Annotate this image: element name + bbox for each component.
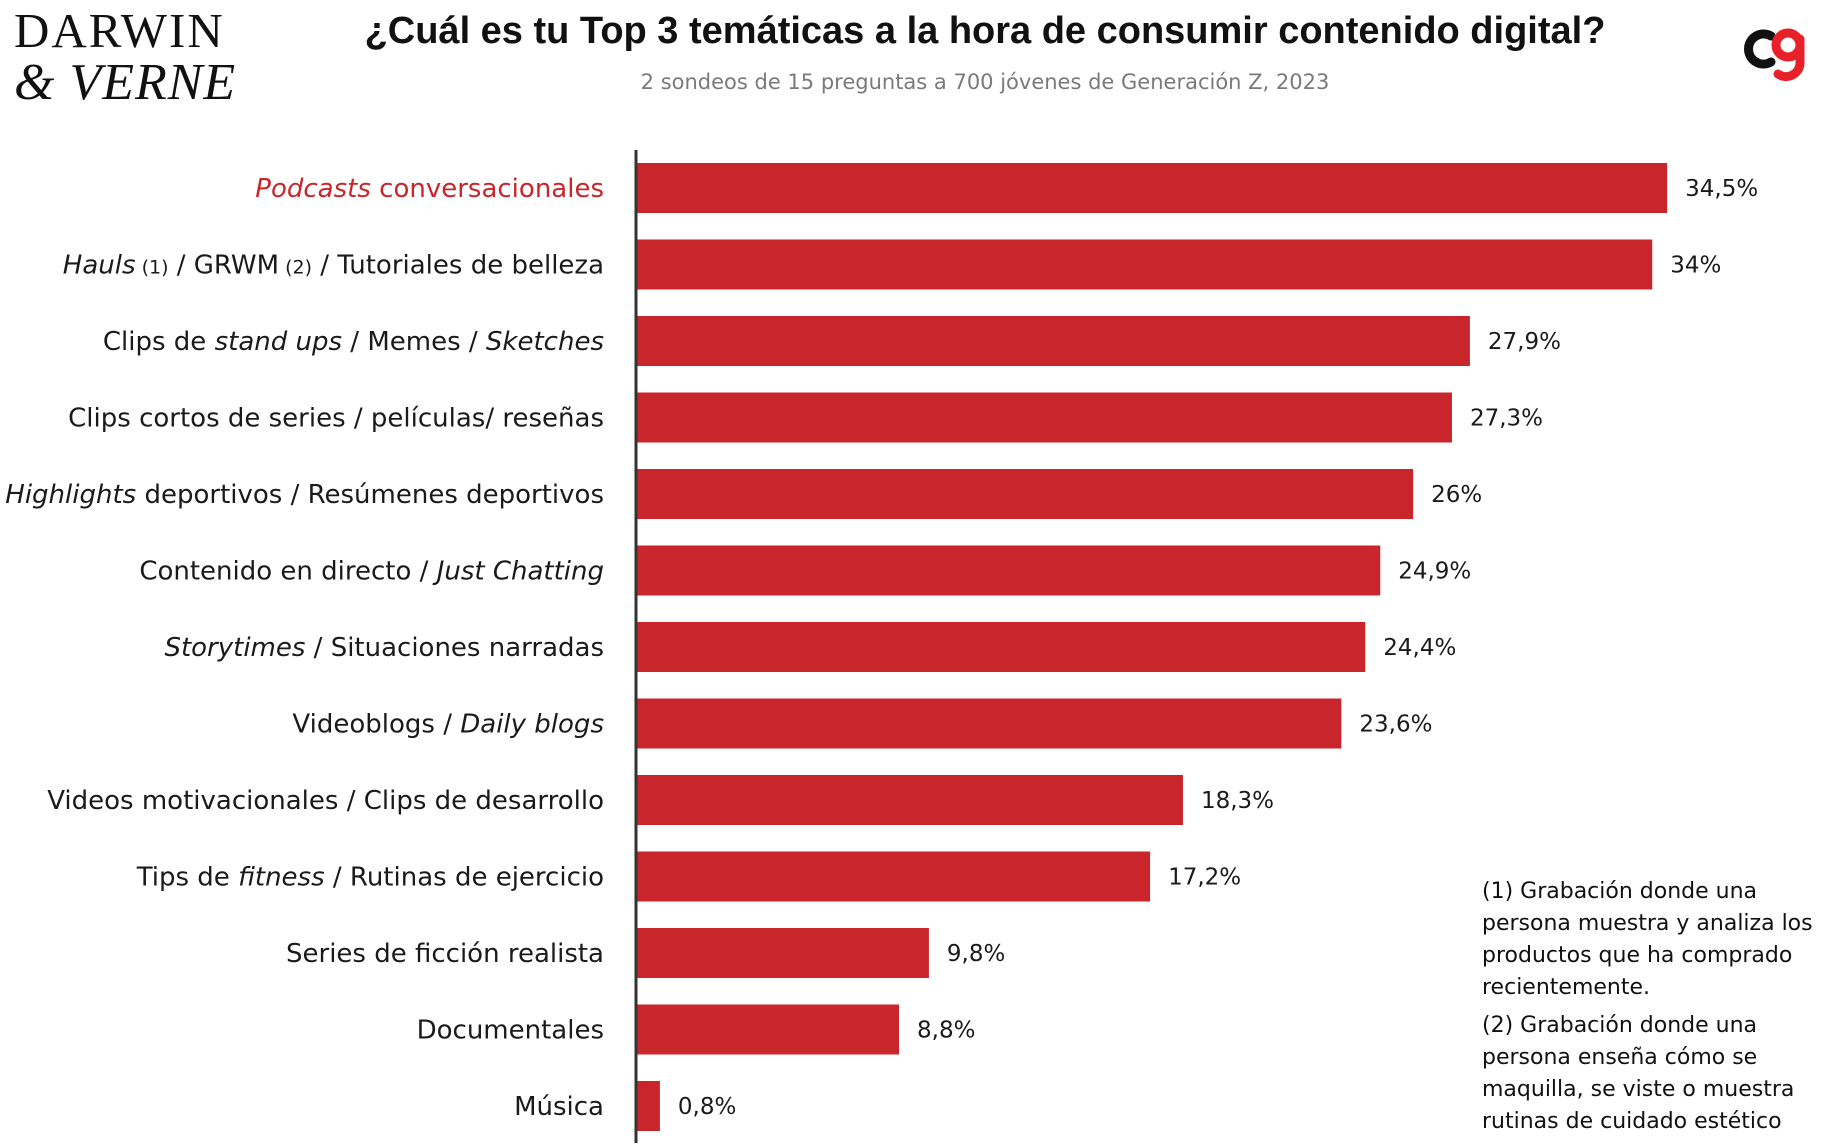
category-label: Series de ficción realista xyxy=(286,939,604,969)
category-label: Contenido en directo / Just Chatting xyxy=(139,557,604,587)
brand-line-2: & VERNE xyxy=(14,54,237,111)
bar xyxy=(636,469,1414,519)
value-label: 27,3% xyxy=(1470,406,1543,432)
category-label: Podcasts conversacionales xyxy=(255,174,604,204)
chart-title: ¿Cuál es tu Top 3 temáticas a la hora de… xyxy=(364,10,1606,52)
value-label: 9,8% xyxy=(947,941,1005,967)
value-label: 27,9% xyxy=(1488,329,1561,355)
value-label: 23,6% xyxy=(1359,712,1432,738)
category-label: Clips cortos de series / películas/ rese… xyxy=(68,404,604,434)
value-label: 24,4% xyxy=(1383,635,1456,661)
value-label: 0,8% xyxy=(678,1094,736,1120)
bar xyxy=(636,698,1342,749)
bar xyxy=(636,622,1366,672)
chart-subtitle: 2 sondeos de 15 preguntas a 700 jóvenes … xyxy=(640,70,1330,94)
category-label: Música xyxy=(514,1092,604,1122)
value-label: 34,5% xyxy=(1685,176,1758,202)
bar xyxy=(636,545,1381,596)
value-label: 17,2% xyxy=(1168,865,1241,891)
category-label: Videos motivacionales / Clips de desarro… xyxy=(47,786,604,816)
darwin-verne-logo: DARWIN & VERNE xyxy=(14,6,254,109)
bar xyxy=(636,239,1653,290)
bar xyxy=(636,316,1470,366)
value-label: 34% xyxy=(1670,253,1721,279)
category-label: Videoblogs / Daily blogs xyxy=(292,710,604,740)
category-label: Hauls (1) / GRWM (2) / Tutoriales de bel… xyxy=(63,251,604,281)
value-label: 18,3% xyxy=(1201,788,1274,814)
footnotes: (1) Grabación donde una persona muestra … xyxy=(1482,876,1818,1144)
bar xyxy=(636,1081,660,1131)
bar xyxy=(636,851,1151,902)
bar xyxy=(636,392,1452,443)
category-label: Clips de stand ups / Memes / Sketches xyxy=(103,327,604,357)
brand-line-1: DARWIN xyxy=(14,3,225,58)
footnote-2: (2) Grabación donde una persona enseña c… xyxy=(1482,1013,1795,1134)
category-label: Storytimes / Situaciones narradas xyxy=(164,633,604,663)
footnote-1: (1) Grabación donde una persona muestra … xyxy=(1482,879,1813,1000)
category-label: Tips de fitness / Rutinas de ejercicio xyxy=(136,863,604,893)
cg-monogram-icon xyxy=(1744,28,1805,82)
category-label: Highlights deportivos / Resúmenes deport… xyxy=(5,480,604,510)
bar xyxy=(636,1004,900,1055)
value-label: 8,8% xyxy=(917,1018,975,1044)
bar xyxy=(636,775,1183,825)
value-label: 24,9% xyxy=(1398,559,1471,585)
value-label: 26% xyxy=(1431,482,1482,508)
bar xyxy=(636,928,929,978)
bar xyxy=(636,163,1668,213)
category-label: Documentales xyxy=(417,1016,604,1046)
